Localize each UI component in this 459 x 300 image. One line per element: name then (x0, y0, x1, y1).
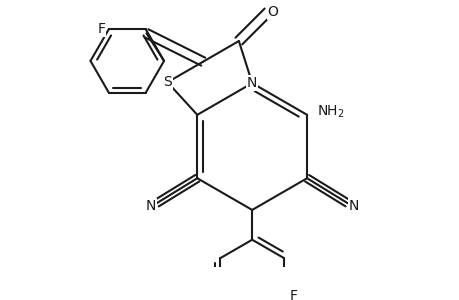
Text: NH$_2$: NH$_2$ (316, 103, 343, 120)
Text: N: N (348, 199, 358, 213)
Text: O: O (267, 5, 278, 19)
Text: F: F (289, 289, 297, 300)
Text: N: N (145, 199, 155, 213)
Text: N: N (246, 76, 257, 90)
Text: S: S (163, 75, 172, 89)
Text: F: F (97, 22, 105, 36)
